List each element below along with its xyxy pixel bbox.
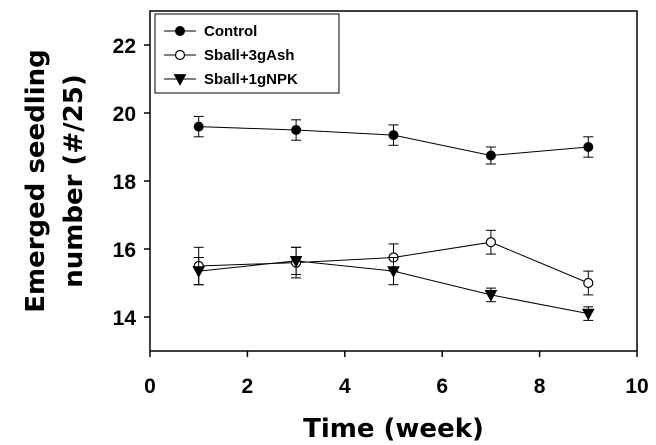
data-point xyxy=(173,74,187,86)
data-point xyxy=(289,256,303,268)
data-point xyxy=(291,125,302,135)
series-control xyxy=(193,115,594,165)
series-layer xyxy=(192,115,595,321)
data-point xyxy=(175,26,185,36)
legend: Control Sball+3gAsh Sball+1gNPK xyxy=(154,13,340,94)
y-tick-label: 14 xyxy=(113,307,137,330)
legend-label: Sball+3gAsh xyxy=(204,47,294,64)
y-axis-title-line-1: Emerged seedling xyxy=(21,49,51,313)
legend-entry: Sball+1gNPK xyxy=(164,71,298,88)
legend-entry: Sball+3gAsh xyxy=(164,47,294,64)
legend-box xyxy=(154,13,340,94)
y-axis-ticks: 14 16 18 20 22 xyxy=(113,35,150,330)
y-tick-label: 20 xyxy=(113,103,136,126)
y-tick-label: 18 xyxy=(113,171,137,194)
data-point xyxy=(581,308,595,321)
y-tick-label: 22 xyxy=(113,35,136,58)
data-point xyxy=(193,121,204,132)
x-tick-label: 2 xyxy=(242,375,254,398)
x-tick-label: 10 xyxy=(625,375,648,398)
legend-label: Control xyxy=(204,23,257,40)
data-point xyxy=(583,142,594,152)
data-point xyxy=(387,266,400,278)
x-axis-title: Time (week) xyxy=(303,414,484,444)
y-axis-title: Emerged seedling number (#/25) xyxy=(21,49,89,313)
legend-entry: Control xyxy=(164,23,257,40)
data-point xyxy=(583,277,594,289)
legend-entries: Control Sball+3gAsh Sball+1gNPK xyxy=(164,23,298,88)
x-tick-label: 6 xyxy=(436,375,448,398)
x-axis-ticks: 0 2 4 6 8 10 xyxy=(144,351,649,398)
data-point xyxy=(485,237,496,248)
y-axis-title-line-2: number (#/25) xyxy=(59,74,89,287)
data-point xyxy=(174,49,186,61)
x-tick-label: 0 xyxy=(144,375,156,398)
series-sball-1gnpk xyxy=(192,246,595,321)
x-tick-label: 4 xyxy=(339,375,351,398)
data-point xyxy=(388,130,399,141)
data-point xyxy=(484,290,498,302)
y-tick-label: 16 xyxy=(113,239,136,262)
legend-label: Sball+1gNPK xyxy=(204,71,298,88)
data-point xyxy=(485,150,496,161)
data-point xyxy=(192,266,206,278)
x-tick-label: 8 xyxy=(534,375,546,398)
